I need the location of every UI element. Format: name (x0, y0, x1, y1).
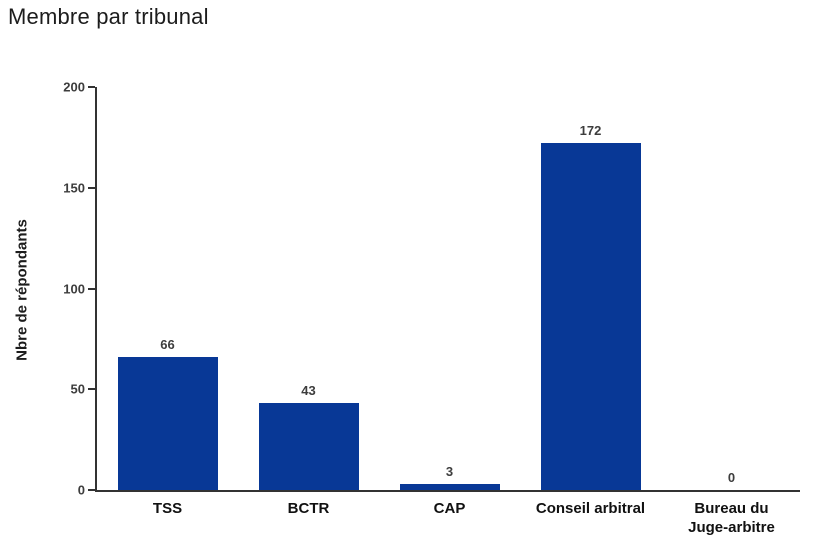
y-tick-label: 150 (63, 180, 85, 196)
bar-cap (399, 483, 500, 490)
category-label: BCTR (287, 500, 330, 517)
bar-value-label: 172 (579, 123, 602, 139)
y-tick-label: 200 (63, 79, 85, 95)
plot-area: 0 50 100 150 200 66 TSS 43 BCTR 3 CAP 172 Conseil ar… (63, 81, 800, 536)
y-tick-mark (88, 388, 95, 391)
category-label: Conseil arbitral (535, 500, 646, 517)
y-tick-label: 100 (63, 281, 85, 296)
bar-value-label: 3 (445, 463, 454, 479)
bar-value-label: 0 (727, 470, 736, 485)
category-label: Bureau du Juge-arbitre (688, 500, 775, 536)
category-label: CAP (433, 500, 466, 517)
chart-title: Membre par tribunal (8, 4, 209, 29)
y-tick-mark (88, 287, 95, 290)
category-label: TSS (152, 500, 183, 517)
y-tick-mark (88, 489, 95, 491)
bar-bctr (258, 403, 359, 490)
y-axis-label: Nbre de répondants (13, 219, 31, 361)
bar-conseil-arbitral (540, 143, 641, 490)
y-tick-label: 50 (70, 381, 85, 397)
y-tick-mark (88, 186, 95, 189)
bar-value-label: 43 (301, 383, 316, 399)
y-tick-label: 0 (77, 482, 85, 498)
bar-value-label: 66 (160, 337, 175, 353)
bar-tss (117, 357, 218, 490)
y-tick-mark (88, 86, 95, 88)
